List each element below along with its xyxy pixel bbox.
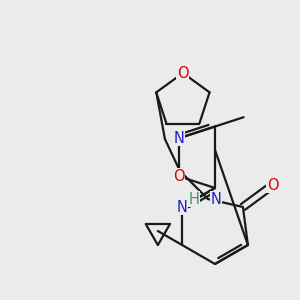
- Text: N: N: [173, 131, 184, 146]
- Text: O: O: [177, 65, 189, 80]
- Text: O: O: [267, 178, 279, 193]
- Text: H: H: [188, 191, 199, 206]
- Text: N: N: [177, 200, 188, 214]
- Text: O: O: [173, 169, 185, 184]
- Text: N: N: [211, 191, 221, 206]
